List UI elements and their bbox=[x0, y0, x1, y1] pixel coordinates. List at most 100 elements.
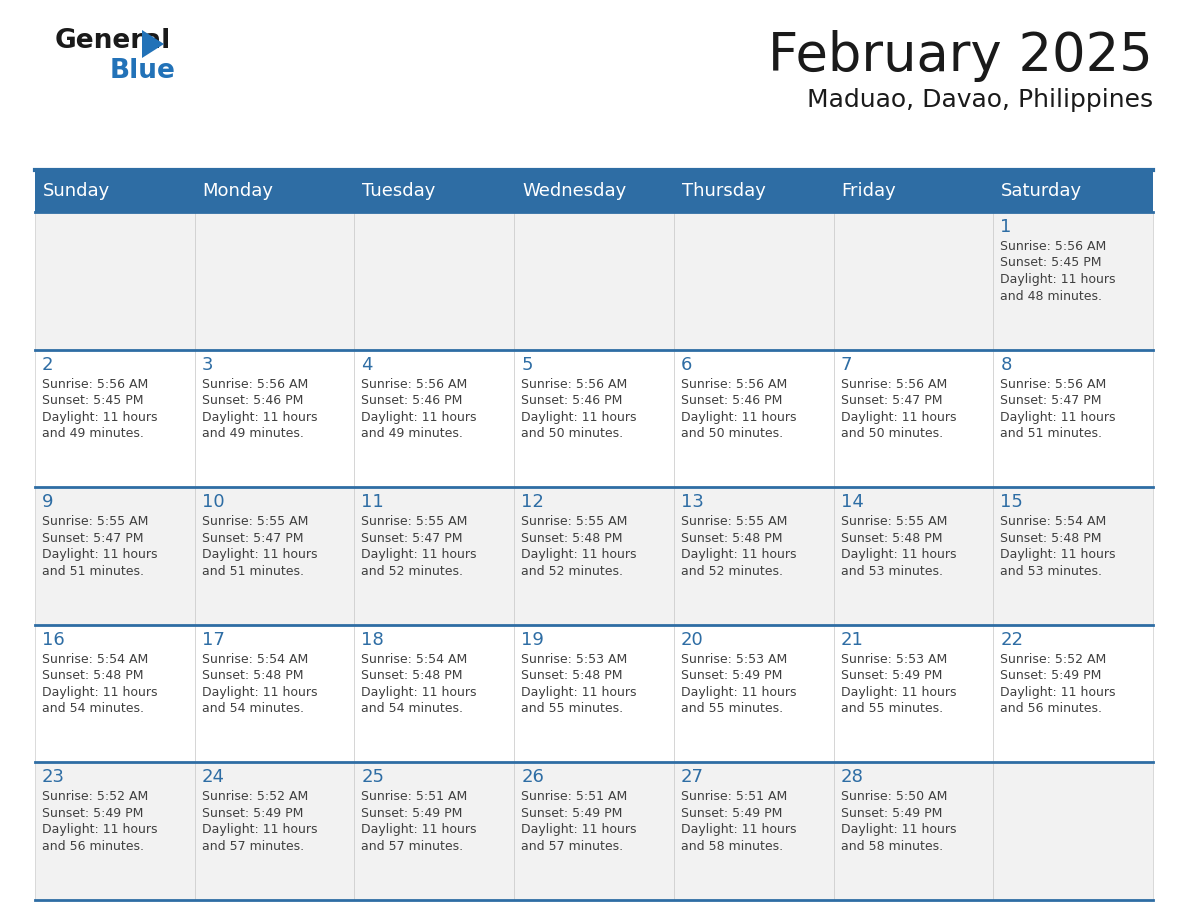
Text: 13: 13 bbox=[681, 493, 703, 511]
Bar bbox=[195, 487, 354, 625]
Text: Friday: Friday bbox=[841, 182, 896, 200]
Text: Sunrise: 5:55 AM: Sunrise: 5:55 AM bbox=[681, 515, 788, 528]
Text: Sunset: 5:46 PM: Sunset: 5:46 PM bbox=[522, 394, 623, 407]
Bar bbox=[993, 625, 1154, 763]
Text: Sunrise: 5:56 AM: Sunrise: 5:56 AM bbox=[361, 377, 468, 390]
Text: Sunrise: 5:55 AM: Sunrise: 5:55 AM bbox=[522, 515, 627, 528]
Text: and 55 minutes.: and 55 minutes. bbox=[681, 702, 783, 715]
Text: Maduao, Davao, Philippines: Maduao, Davao, Philippines bbox=[807, 88, 1154, 112]
Bar bbox=[514, 763, 674, 900]
Text: 22: 22 bbox=[1000, 631, 1023, 649]
Bar bbox=[834, 350, 993, 487]
Text: Daylight: 11 hours: Daylight: 11 hours bbox=[522, 686, 637, 699]
Text: Sunset: 5:46 PM: Sunset: 5:46 PM bbox=[202, 394, 303, 407]
Text: Sunrise: 5:54 AM: Sunrise: 5:54 AM bbox=[202, 653, 308, 666]
Text: and 54 minutes.: and 54 minutes. bbox=[361, 702, 463, 715]
Bar bbox=[514, 212, 674, 350]
Text: Daylight: 11 hours: Daylight: 11 hours bbox=[1000, 686, 1116, 699]
Bar bbox=[834, 487, 993, 625]
Bar bbox=[354, 763, 514, 900]
Text: 25: 25 bbox=[361, 768, 385, 787]
Bar bbox=[514, 487, 674, 625]
Bar bbox=[834, 170, 993, 212]
Text: Daylight: 11 hours: Daylight: 11 hours bbox=[42, 686, 158, 699]
Text: Sunset: 5:49 PM: Sunset: 5:49 PM bbox=[1000, 669, 1101, 682]
Text: Sunday: Sunday bbox=[43, 182, 110, 200]
Text: Sunset: 5:49 PM: Sunset: 5:49 PM bbox=[361, 807, 463, 820]
Text: 8: 8 bbox=[1000, 355, 1012, 374]
Text: and 50 minutes.: and 50 minutes. bbox=[841, 427, 943, 440]
Text: 11: 11 bbox=[361, 493, 384, 511]
Bar bbox=[674, 625, 834, 763]
Bar bbox=[993, 350, 1154, 487]
Text: Sunset: 5:46 PM: Sunset: 5:46 PM bbox=[681, 394, 782, 407]
Text: Sunrise: 5:56 AM: Sunrise: 5:56 AM bbox=[42, 377, 148, 390]
Bar bbox=[195, 350, 354, 487]
Text: Sunrise: 5:56 AM: Sunrise: 5:56 AM bbox=[1000, 240, 1106, 253]
Text: Sunset: 5:45 PM: Sunset: 5:45 PM bbox=[42, 394, 144, 407]
Text: Sunset: 5:49 PM: Sunset: 5:49 PM bbox=[522, 807, 623, 820]
Text: and 50 minutes.: and 50 minutes. bbox=[681, 427, 783, 440]
Bar bbox=[195, 625, 354, 763]
Text: Monday: Monday bbox=[203, 182, 273, 200]
Text: 15: 15 bbox=[1000, 493, 1023, 511]
Bar bbox=[195, 170, 354, 212]
Text: 24: 24 bbox=[202, 768, 225, 787]
Text: Tuesday: Tuesday bbox=[362, 182, 436, 200]
Text: 12: 12 bbox=[522, 493, 544, 511]
Text: Sunset: 5:47 PM: Sunset: 5:47 PM bbox=[1000, 394, 1101, 407]
Bar bbox=[354, 350, 514, 487]
Text: and 56 minutes.: and 56 minutes. bbox=[42, 840, 144, 853]
Text: Sunset: 5:49 PM: Sunset: 5:49 PM bbox=[681, 669, 782, 682]
Text: and 51 minutes.: and 51 minutes. bbox=[42, 565, 144, 577]
Text: Sunrise: 5:55 AM: Sunrise: 5:55 AM bbox=[42, 515, 148, 528]
Bar bbox=[34, 350, 195, 487]
Bar bbox=[674, 170, 834, 212]
Text: 10: 10 bbox=[202, 493, 225, 511]
Text: Sunrise: 5:56 AM: Sunrise: 5:56 AM bbox=[681, 377, 788, 390]
Bar bbox=[993, 212, 1154, 350]
Text: Daylight: 11 hours: Daylight: 11 hours bbox=[361, 686, 476, 699]
Text: Thursday: Thursday bbox=[682, 182, 766, 200]
Text: and 48 minutes.: and 48 minutes. bbox=[1000, 289, 1102, 303]
Text: Sunset: 5:48 PM: Sunset: 5:48 PM bbox=[361, 669, 463, 682]
Text: Sunrise: 5:52 AM: Sunrise: 5:52 AM bbox=[42, 790, 148, 803]
Text: and 49 minutes.: and 49 minutes. bbox=[202, 427, 304, 440]
Text: 7: 7 bbox=[841, 355, 852, 374]
Bar bbox=[34, 625, 195, 763]
Text: 4: 4 bbox=[361, 355, 373, 374]
Text: Daylight: 11 hours: Daylight: 11 hours bbox=[681, 823, 796, 836]
Text: 19: 19 bbox=[522, 631, 544, 649]
Text: 28: 28 bbox=[841, 768, 864, 787]
Text: 18: 18 bbox=[361, 631, 384, 649]
Text: and 54 minutes.: and 54 minutes. bbox=[202, 702, 304, 715]
Bar bbox=[195, 763, 354, 900]
Text: and 52 minutes.: and 52 minutes. bbox=[361, 565, 463, 577]
Text: and 57 minutes.: and 57 minutes. bbox=[522, 840, 624, 853]
Text: Sunset: 5:47 PM: Sunset: 5:47 PM bbox=[841, 394, 942, 407]
Text: Sunrise: 5:52 AM: Sunrise: 5:52 AM bbox=[202, 790, 308, 803]
Text: Sunrise: 5:54 AM: Sunrise: 5:54 AM bbox=[361, 653, 468, 666]
Text: and 52 minutes.: and 52 minutes. bbox=[681, 565, 783, 577]
Text: Sunset: 5:48 PM: Sunset: 5:48 PM bbox=[1000, 532, 1101, 544]
Text: Sunset: 5:49 PM: Sunset: 5:49 PM bbox=[42, 807, 144, 820]
Text: and 57 minutes.: and 57 minutes. bbox=[361, 840, 463, 853]
Bar bbox=[674, 487, 834, 625]
Text: Sunrise: 5:55 AM: Sunrise: 5:55 AM bbox=[841, 515, 947, 528]
Text: Daylight: 11 hours: Daylight: 11 hours bbox=[361, 548, 476, 561]
Text: Sunrise: 5:56 AM: Sunrise: 5:56 AM bbox=[1000, 377, 1106, 390]
Text: Daylight: 11 hours: Daylight: 11 hours bbox=[681, 548, 796, 561]
Text: and 51 minutes.: and 51 minutes. bbox=[1000, 427, 1102, 440]
Bar bbox=[34, 212, 195, 350]
Text: Sunrise: 5:51 AM: Sunrise: 5:51 AM bbox=[522, 790, 627, 803]
Text: Daylight: 11 hours: Daylight: 11 hours bbox=[202, 686, 317, 699]
Text: 21: 21 bbox=[841, 631, 864, 649]
Text: Sunrise: 5:54 AM: Sunrise: 5:54 AM bbox=[42, 653, 148, 666]
Text: Blue: Blue bbox=[110, 58, 176, 84]
Polygon shape bbox=[143, 30, 164, 58]
Text: Sunrise: 5:56 AM: Sunrise: 5:56 AM bbox=[841, 377, 947, 390]
Text: and 50 minutes.: and 50 minutes. bbox=[522, 427, 624, 440]
Text: and 56 minutes.: and 56 minutes. bbox=[1000, 702, 1102, 715]
Text: Daylight: 11 hours: Daylight: 11 hours bbox=[522, 823, 637, 836]
Bar bbox=[354, 487, 514, 625]
